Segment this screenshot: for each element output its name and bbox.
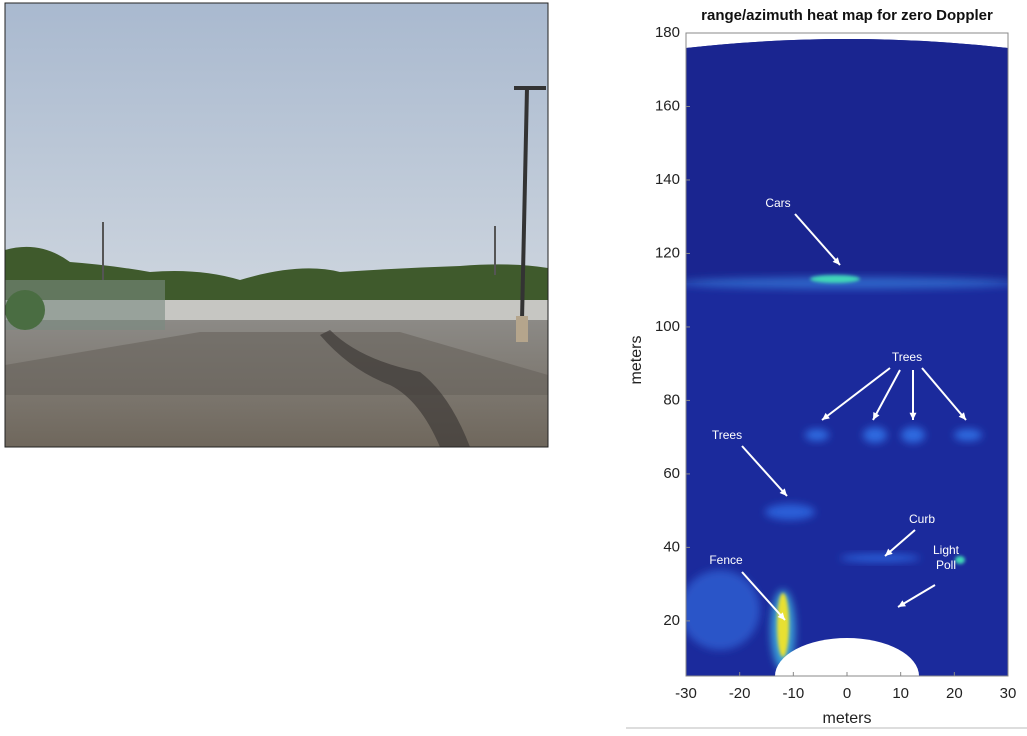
y-tick-label: 100	[655, 318, 680, 335]
x-tick-label: 10	[892, 685, 909, 702]
y-axis-label: meters	[628, 336, 645, 385]
y-tick-label: 160	[655, 97, 680, 114]
x-tick-label: -30	[675, 685, 697, 702]
x-tick-label: 30	[1000, 685, 1017, 702]
annotation: Poll	[936, 558, 956, 572]
photo	[4, 2, 549, 448]
chart-title: range/azimuth heat map for zero Doppler	[701, 7, 993, 24]
x-tick-label: 20	[946, 685, 963, 702]
y-tick-label: 120	[655, 244, 680, 261]
arrowhead	[958, 412, 966, 420]
y-tick-label: 80	[663, 391, 680, 408]
annotation-arrow	[794, 213, 841, 266]
x-tick-label: 0	[843, 685, 851, 702]
arrowhead	[909, 412, 917, 420]
annotation: Light	[933, 543, 960, 557]
heatmap-image	[686, 39, 1008, 676]
annotation: Fence	[709, 553, 743, 567]
annotation-arrow	[821, 367, 891, 421]
x-tick-label: -10	[782, 685, 804, 702]
y-tick-label: 40	[663, 538, 680, 555]
x-axis-label: meters	[823, 710, 872, 727]
y-tick-label: 60	[663, 465, 680, 482]
y-tick-label: 180	[655, 24, 680, 41]
arrowhead	[777, 612, 785, 620]
arrowhead	[885, 548, 893, 556]
arrowhead	[898, 600, 906, 607]
y-tick-label: 140	[655, 171, 680, 188]
x-tick-label: -20	[729, 685, 751, 702]
annotation: Trees	[892, 350, 922, 364]
arrowhead	[822, 412, 830, 420]
arrowhead	[873, 412, 880, 420]
y-tick-label: 20	[663, 612, 680, 629]
annotation-arrow	[741, 445, 788, 497]
annotation: Trees	[712, 428, 742, 442]
annotation: Cars	[765, 196, 790, 210]
annotation-arrow	[872, 369, 901, 421]
annotation-arrow	[741, 571, 786, 621]
annotation: Curb	[909, 512, 935, 526]
arrowhead	[779, 488, 787, 496]
arrowhead	[832, 257, 840, 265]
annotation-arrow	[921, 367, 967, 421]
